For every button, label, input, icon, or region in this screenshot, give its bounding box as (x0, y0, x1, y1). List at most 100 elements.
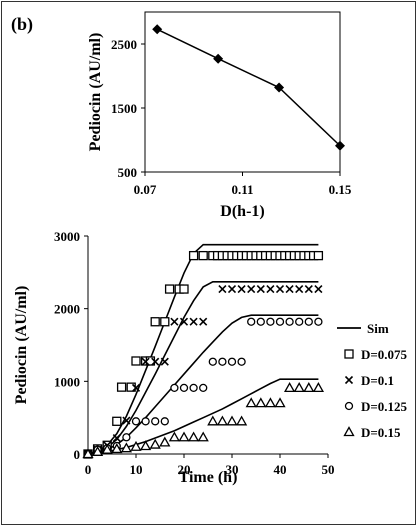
top-data-point (274, 82, 285, 93)
data-point-x (199, 317, 208, 326)
top-data-point (213, 53, 224, 64)
legend-label: D=0.15 (361, 425, 401, 440)
data-point-triangle (149, 438, 161, 449)
data-point-x (189, 317, 198, 326)
bottom-xtick-label: 40 (274, 462, 287, 477)
top-y-axis-label: Pediocin (AU/ml) (87, 33, 104, 152)
data-point-circle (275, 317, 285, 326)
data-point-x-b (218, 284, 227, 294)
top-xtick-label: 0.11 (231, 182, 253, 197)
data-point-square (198, 250, 208, 261)
top-data-point (335, 140, 345, 151)
data-point-x (112, 433, 121, 443)
data-point-square (131, 356, 141, 366)
data-point-x (285, 284, 294, 294)
top-ytick-label: 1500 (111, 101, 137, 116)
top-plot-area (144, 11, 341, 173)
data-point-x-b (189, 317, 198, 326)
legend-label: D=0.1 (361, 373, 394, 388)
data-point-circle (218, 357, 227, 366)
data-point-triangle (91, 445, 104, 456)
data-point-triangle (187, 431, 200, 442)
data-point-circle (285, 317, 294, 326)
bottom-y-axis-label: Pediocin (AU/ml) (13, 286, 30, 405)
legend-marker-x-b (344, 375, 354, 385)
data-point-x-b (285, 284, 294, 294)
data-point-x-b (170, 317, 179, 326)
data-point-x (227, 284, 237, 294)
data-point-x-b (295, 284, 304, 294)
data-point-x-b (237, 284, 246, 294)
data-point-triangle (255, 397, 267, 408)
legend-marker-x (344, 375, 354, 385)
legend-marker-triangle (343, 426, 355, 437)
legend-label: D=0.075 (361, 347, 408, 362)
data-point-triangle (168, 431, 181, 442)
data-point-triangle (120, 442, 133, 453)
data-point-x-b (256, 284, 265, 294)
data-point-triangle (226, 415, 238, 426)
data-point-triangle (130, 440, 142, 451)
top-ytick-label: 2500 (111, 37, 137, 52)
top-xtick-label: 0.07 (134, 182, 157, 197)
data-point-triangle (216, 415, 229, 426)
data-point-triangle (235, 415, 248, 426)
simulation-line (87, 280, 319, 455)
data-point-x (160, 357, 169, 366)
data-point-x (247, 284, 256, 294)
data-point-triangle (111, 443, 123, 454)
legend-sim-label: Sim (367, 321, 389, 336)
data-point-x (295, 284, 304, 294)
simulation-line (87, 243, 319, 455)
top-ytick-label: 500 (118, 165, 138, 180)
data-point-square (313, 250, 324, 261)
data-point-x-b (141, 357, 150, 366)
data-point-x (131, 383, 141, 392)
data-point-x-b (160, 357, 169, 366)
data-point-square (116, 382, 127, 392)
data-point-circle (122, 433, 131, 442)
data-point-x (122, 416, 131, 425)
data-point-triangle (159, 436, 171, 447)
data-point-triangle (283, 382, 296, 393)
data-point-square (179, 284, 189, 294)
data-point-triangle (101, 443, 113, 454)
data-point-x (237, 284, 246, 294)
data-point-x-b (304, 284, 313, 294)
data-point-x-b (199, 317, 208, 326)
data-point-x-b (247, 284, 256, 294)
data-point-x (170, 317, 179, 326)
data-point-x (151, 357, 160, 366)
bottom-xtick-label: 10 (130, 462, 143, 477)
data-point-circle (208, 357, 217, 366)
data-point-x (275, 284, 285, 294)
data-point-square (160, 317, 170, 327)
data-point-x-b (227, 284, 237, 294)
data-point-triangle (245, 397, 257, 408)
data-point-circle (237, 357, 246, 366)
data-point-circle (266, 317, 275, 326)
data-point-triangle (293, 382, 305, 393)
data-point-circle (179, 383, 189, 393)
data-point-triangle (197, 431, 209, 442)
data-point-x (218, 284, 227, 294)
data-point-circle (295, 317, 304, 326)
bottom-ytick-label: 3000 (54, 229, 80, 244)
bottom-ytick-label: 1000 (54, 374, 80, 389)
top-x-axis-label: D(h-1) (220, 203, 264, 220)
bottom-xtick-label: 50 (322, 462, 335, 477)
data-point-circle (170, 383, 179, 393)
data-point-x-b (122, 416, 131, 425)
top-xtick-label: 0.15 (329, 182, 352, 197)
data-point-circle (227, 357, 237, 366)
data-point-x-b (266, 284, 275, 294)
data-point-square (188, 250, 199, 261)
data-point-triangle (178, 431, 190, 442)
data-point-square (112, 416, 122, 426)
data-point-circle (160, 417, 169, 426)
panel-label: (b) (11, 14, 33, 34)
data-point-circle (189, 383, 198, 393)
bottom-xtick-label: 20 (178, 462, 191, 477)
data-point-x-b (179, 317, 189, 326)
legend-marker-square (344, 349, 354, 359)
